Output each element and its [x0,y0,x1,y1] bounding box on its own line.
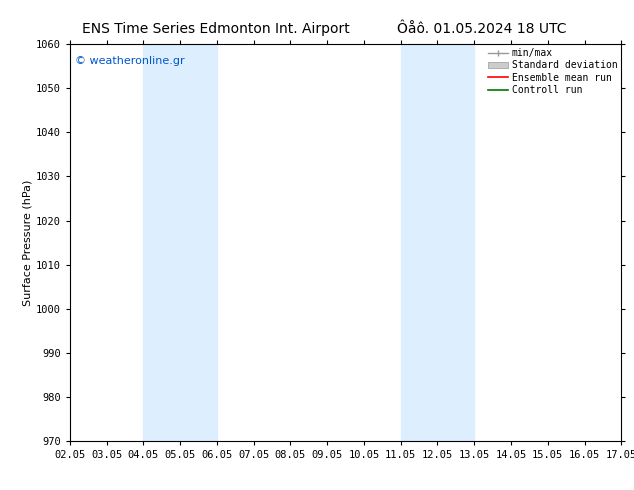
Text: © weatheronline.gr: © weatheronline.gr [75,56,185,66]
Text: ENS Time Series Edmonton Int. Airport: ENS Time Series Edmonton Int. Airport [82,22,349,36]
Legend: min/max, Standard deviation, Ensemble mean run, Controll run: min/max, Standard deviation, Ensemble me… [486,46,619,97]
Bar [143,44,217,441]
Bar [401,44,474,441]
Text: Ôåô. 01.05.2024 18 UTC: Ôåô. 01.05.2024 18 UTC [397,22,567,36]
Y-axis label: Surface Pressure (hPa): Surface Pressure (hPa) [23,179,33,306]
